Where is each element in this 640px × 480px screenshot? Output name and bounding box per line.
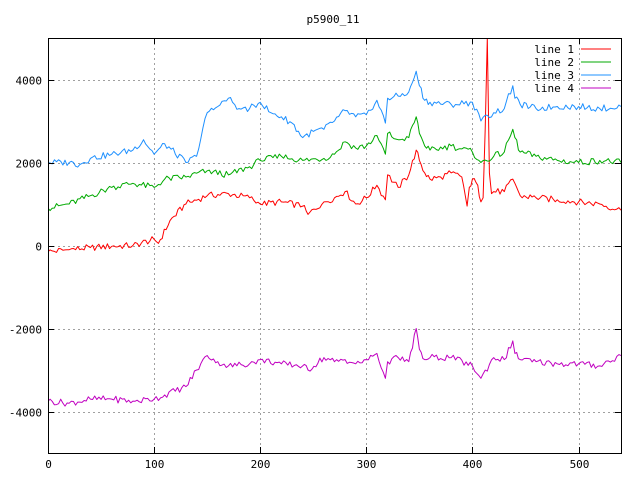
series-lines (48, 38, 621, 407)
series-line-4 (48, 328, 621, 407)
chart-title: p5900_11 (307, 13, 360, 26)
x-tick-label: 200 (251, 458, 271, 471)
y-tick-label: -2000 (9, 324, 42, 337)
x-tick-label: 0 (45, 458, 52, 471)
axis-ticks: 0 100 200 300 400 500 -4000 -2000 0 2000 4000 (9, 38, 621, 471)
y-tick-label: 2000 (16, 158, 43, 171)
legend-label: line 3 (534, 69, 574, 82)
y-tick-label: 4000 (16, 75, 43, 88)
y-tick-label: -4000 (9, 407, 42, 420)
y-tick-label: 0 (35, 241, 42, 254)
legend-label: line 4 (534, 82, 574, 95)
series-line-2 (48, 116, 621, 212)
x-tick-label: 300 (357, 458, 377, 471)
legend-label: line 2 (534, 56, 574, 69)
series-line-3 (48, 70, 621, 168)
grid (48, 38, 621, 453)
x-tick-label: 500 (570, 458, 590, 471)
legend-label: line 1 (534, 43, 574, 56)
x-tick-label: 400 (463, 458, 483, 471)
x-tick-label: 100 (145, 458, 165, 471)
series-line-1 (48, 38, 621, 253)
